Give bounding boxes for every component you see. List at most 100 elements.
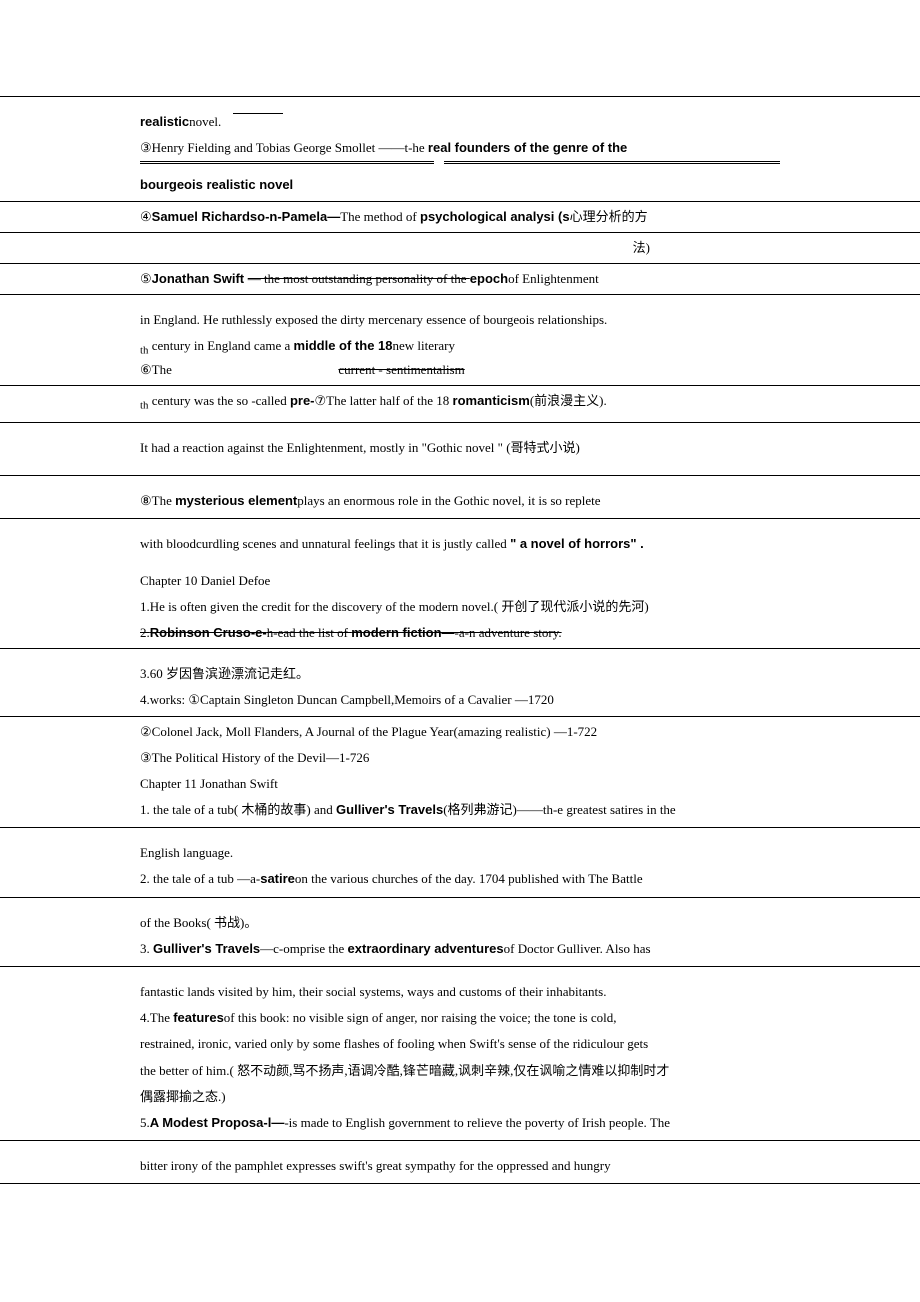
body-text: Chapter 11 Jonathan Swift — [140, 776, 278, 791]
inline-rule — [233, 113, 283, 114]
body-text: 4.The — [140, 1010, 173, 1025]
text-line: ③Henry Fielding and Tobias George Smolle… — [140, 139, 780, 157]
page-rule — [0, 422, 920, 423]
body-text: ⑧The — [140, 493, 175, 508]
text-line: ③The Political History of the Devil—1-72… — [140, 749, 780, 767]
body-text: with bloodcurdling scenes and unnatural … — [140, 536, 510, 551]
text-line: 3.60 岁因鲁滨逊漂流记走红。 — [140, 665, 780, 683]
text-line: 4.The featuresof this book: no visible s… — [140, 1009, 780, 1027]
document-page: realisticnovel. ③Henry Fielding and Tobi… — [0, 0, 920, 1250]
text-line: ⑤Jonathan Swift — the most outstanding p… — [140, 270, 780, 288]
text-line: bitter irony of the pamphlet expresses s… — [140, 1157, 780, 1175]
bold-text: " a novel of horrors" . — [510, 536, 644, 551]
body-text: ⑦The latter half of the 18 — [315, 393, 453, 408]
bold-text: extraordinary adventures — [348, 941, 504, 956]
text-line: restrained, ironic, varied only by some … — [140, 1035, 780, 1053]
body-text: (前浪漫主义). — [530, 393, 607, 408]
bold-text: realistic — [140, 114, 189, 129]
bold-text: Samuel Richardso-n-Pamela— — [152, 209, 341, 224]
body-text: new literary — [393, 338, 455, 353]
body-text: fantastic lands visited by him, their so… — [140, 984, 606, 999]
text-line: English language. — [140, 844, 780, 862]
body-text: novel. — [189, 114, 221, 129]
text-line: ⑧The mysterious elementplays an enormous… — [140, 492, 780, 510]
body-text: The method of — [340, 209, 420, 224]
text-line: th century in England came a middle of t… — [140, 337, 780, 359]
body-text: (格列弗游记)——th-e greatest satires in the — [443, 802, 676, 817]
body-text: restrained, ironic, varied only by some … — [140, 1036, 648, 1051]
body-text: of Enlightenment — [508, 271, 599, 286]
strike-text: — the most outstanding personality of th… — [248, 271, 470, 286]
page-rule — [0, 294, 920, 295]
bold-text: mysterious element — [175, 493, 297, 508]
body-text: plays an enormous role in the Gothic nov… — [297, 493, 600, 508]
body-text: h-ead the list of — [267, 625, 351, 640]
text-line: of the Books( 书战)。 — [140, 914, 780, 932]
text-line: 3. Gulliver's Travels—c-omprise the extr… — [140, 940, 780, 958]
text-line: 5.A Modest Proposa-l—-is made to English… — [140, 1114, 780, 1132]
page-rule — [0, 475, 920, 476]
text-line: in England. He ruthlessly exposed the di… — [140, 311, 780, 329]
page-rule — [0, 232, 920, 233]
strike-text: current - sentimentalism — [338, 362, 464, 377]
body-text: of this book: no visible sign of anger, … — [224, 1010, 617, 1025]
bold-text: bourgeois realistic novel — [140, 177, 293, 192]
bold-text: Gulliver's Travels — [336, 802, 443, 817]
text-line: ⑥The current - sentimentalism — [140, 361, 780, 379]
page-rule — [0, 385, 920, 386]
bold-text: romanticism — [453, 393, 530, 408]
text-line: 1. the tale of a tub( 木桶的故事) and Gullive… — [140, 801, 780, 819]
body-text: 3. — [140, 941, 153, 956]
body-text: century in England came a — [148, 338, 293, 353]
text-line: 4.works: ①Captain Singleton Duncan Campb… — [140, 691, 780, 709]
body-text: 法) — [633, 240, 650, 255]
double-rule — [444, 161, 780, 164]
body-text: 1. the tale of a tub( 木桶的故事) and — [140, 802, 336, 817]
body-text: ③The Political History of the Devil—1-72… — [140, 750, 369, 765]
text-line: It had a reaction against the Enlightenm… — [140, 439, 780, 457]
body-text: 4.works: ①Captain Singleton Duncan Campb… — [140, 692, 554, 707]
double-rule-row — [140, 159, 780, 166]
text-line: bourgeois realistic novel — [140, 176, 780, 194]
text-line: 偶露揶揄之态.) — [140, 1088, 780, 1106]
body-text: —c-omprise the — [260, 941, 347, 956]
bold-text: A Modest Proposa-l— — [150, 1115, 285, 1130]
body-text: Chapter 10 Daniel Defoe — [140, 573, 270, 588]
text-line: 2.Robinson Cruso-e-h-ead the list of mod… — [140, 624, 780, 642]
bold-text: epoch — [470, 271, 508, 286]
body-text: ②Colonel Jack, Moll Flanders, A Journal … — [140, 724, 597, 739]
chapter-heading: Chapter 11 Jonathan Swift — [140, 775, 780, 793]
page-rule — [0, 263, 920, 264]
body-text: the better of him.( 怒不动颜,骂不扬声,语调冷酷,锋芒暗藏,… — [140, 1063, 669, 1078]
bold-text: satire — [260, 871, 295, 886]
body-text: 2. — [140, 625, 150, 640]
body-text: century was the so -called — [148, 393, 290, 408]
page-rule — [0, 648, 920, 649]
bold-text: pre- — [290, 393, 315, 408]
bold-text: Jonathan Swift — [152, 271, 248, 286]
bold-text: Gulliver's Travels — [153, 941, 260, 956]
text-line: realisticnovel. — [140, 113, 780, 131]
text-line: ④Samuel Richardso-n-Pamela—The method of… — [140, 208, 780, 226]
body-text: in England. He ruthlessly exposed the di… — [140, 312, 607, 327]
body-text: ⑥The — [140, 362, 172, 377]
body-text: ③Henry Fielding and Tobias George Smolle… — [140, 140, 428, 155]
body-text: 偶露揶揄之态.) — [140, 1089, 226, 1104]
bold-text: middle of the 18 — [294, 338, 393, 353]
body-text: bitter irony of the pamphlet expresses s… — [140, 1158, 611, 1173]
double-rule — [140, 161, 434, 164]
text-line: 法) — [140, 239, 780, 257]
page-rule — [0, 96, 920, 97]
text-line: with bloodcurdling scenes and unnatural … — [140, 535, 780, 553]
body-text: 5. — [140, 1115, 150, 1130]
text-line: the better of him.( 怒不动颜,骂不扬声,语调冷酷,锋芒暗藏,… — [140, 1062, 780, 1080]
page-rule — [0, 1140, 920, 1141]
bold-text: Robinson Cruso-e- — [150, 625, 267, 640]
text-line: fantastic lands visited by him, their so… — [140, 983, 780, 1001]
page-rule — [0, 827, 920, 828]
page-rule — [0, 716, 920, 717]
body-text: -a-n adventure story. — [455, 625, 562, 640]
body-text: -is made to English government to reliev… — [284, 1115, 670, 1130]
text-line: 1.He is often given the credit for the d… — [140, 598, 780, 616]
body-text: of Doctor Gulliver. Also has — [504, 941, 651, 956]
